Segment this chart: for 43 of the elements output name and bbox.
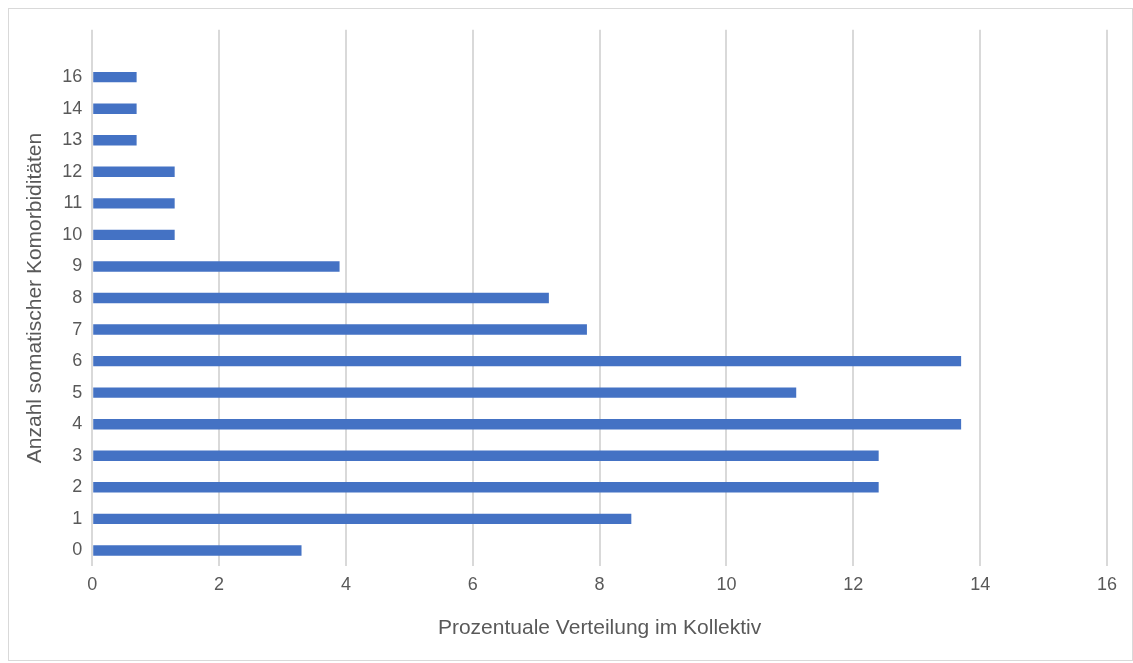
y-tick-label: 12	[62, 160, 83, 181]
x-axis-title: Prozentuale Verteilung im Kollektiv	[437, 615, 762, 639]
x-tick-label: 6	[467, 573, 478, 594]
bar	[93, 387, 797, 398]
y-tick-label: 1	[72, 507, 83, 528]
y-tick-label: 6	[72, 350, 83, 371]
bar	[93, 135, 137, 146]
bar	[93, 198, 175, 209]
x-tick-label: 2	[214, 573, 225, 594]
bar	[93, 419, 962, 430]
bar	[93, 166, 175, 177]
x-tick-label: 10	[716, 573, 737, 594]
x-tick-label: 14	[970, 573, 991, 594]
bar	[93, 229, 175, 241]
bar	[93, 355, 962, 367]
x-tick-label: 12	[843, 573, 864, 594]
y-tick-label: 10	[62, 223, 83, 244]
x-tick-label: 16	[1096, 573, 1118, 594]
y-axis-title: Anzahl somatischer Komorbiditäten	[22, 132, 46, 464]
bar	[93, 545, 302, 556]
bar	[93, 482, 879, 493]
bar	[93, 261, 340, 272]
y-tick-label: 14	[62, 97, 83, 118]
y-tick-label: 0	[72, 539, 83, 560]
y-tick-label: 4	[72, 413, 83, 434]
y-tick-label: 11	[63, 192, 83, 213]
y-tick-label: 9	[72, 255, 83, 276]
bar	[93, 450, 879, 461]
y-tick-label: 16	[62, 66, 83, 87]
y-tick-label: 5	[72, 381, 83, 402]
y-tick-label: 3	[72, 444, 83, 465]
y-tick-label: 13	[62, 129, 83, 150]
x-tick-label: 4	[340, 573, 351, 594]
bar	[93, 324, 587, 335]
y-tick-label: 2	[72, 476, 83, 497]
bar	[93, 513, 632, 525]
bar	[93, 292, 549, 304]
x-tick-label: 8	[594, 573, 605, 594]
bar	[93, 71, 137, 83]
y-tick-label: 7	[72, 318, 83, 339]
bar	[93, 103, 137, 114]
y-tick-label: 8	[72, 286, 83, 307]
x-tick-label: 0	[87, 573, 98, 594]
